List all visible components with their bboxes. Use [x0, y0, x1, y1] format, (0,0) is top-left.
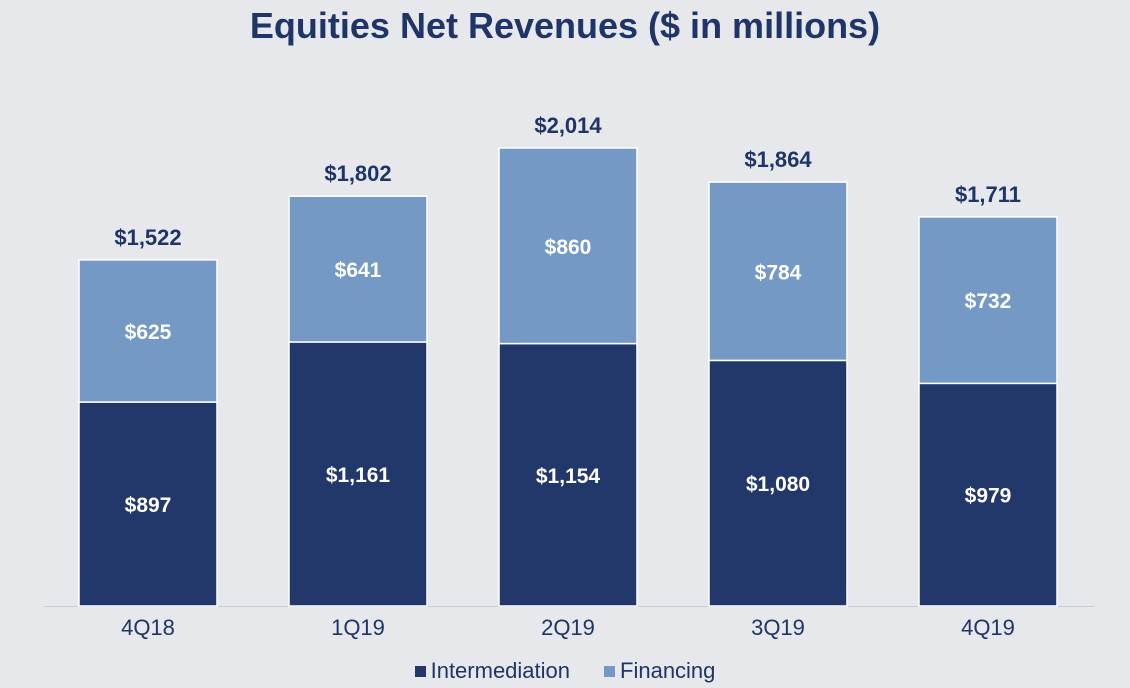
chart-title: Equities Net Revenues ($ in millions): [249, 5, 881, 46]
intermediation-label-3q19: $1,080: [746, 473, 810, 496]
legend: Intermediation Financing: [0, 657, 1130, 685]
intermediation-label-1q19: $1,161: [326, 464, 391, 487]
total-label-4q18: $1,522: [114, 225, 181, 250]
intermediation-label-4q19: $979: [965, 485, 1012, 508]
total-label-4q19: $1,711: [955, 182, 1021, 207]
legend-item-financing: Financing: [604, 657, 715, 685]
financing-label-4q19: $732: [965, 290, 1012, 313]
intermediation-bar-3q19: [708, 359, 848, 607]
intermediation-bar-4q18: [78, 401, 218, 607]
legend-swatch-intermediation: [414, 665, 426, 677]
financing-label-2q19: $860: [545, 236, 592, 259]
intermediation-label-4q18: $897: [125, 494, 172, 517]
legend-item-intermediation: Intermediation: [414, 657, 571, 685]
total-label-3q19: $1,864: [744, 147, 812, 172]
financing-label-4q18: $625: [125, 321, 172, 344]
x-tick-label-4q19: 4Q19: [961, 615, 1015, 640]
intermediation-label-2q19: $1,154: [536, 465, 601, 488]
x-tick-label-3q19: 3Q19: [751, 615, 805, 640]
financing-bar-2q19: [498, 147, 638, 345]
x-tick-label-4q18: 4Q18: [121, 615, 175, 640]
legend-label-intermediation: Intermediation: [430, 658, 571, 683]
financing-label-3q19: $784: [755, 261, 802, 284]
intermediation-bar-1q19: [288, 341, 428, 607]
financing-label-1q19: $641: [335, 259, 382, 282]
total-label-1q19: $1,802: [324, 161, 391, 186]
financing-bar-4q19: [918, 216, 1058, 385]
x-tick-label-1q19: 1Q19: [331, 615, 385, 640]
financing-bar-1q19: [288, 195, 428, 343]
x-tick-label-2q19: 2Q19: [541, 615, 595, 640]
intermediation-bar-2q19: [498, 342, 638, 607]
legend-label-financing: Financing: [620, 658, 716, 683]
financing-bar-3q19: [708, 181, 848, 362]
total-label-2q19: $2,014: [534, 113, 602, 138]
financing-bar-4q18: [78, 259, 218, 403]
intermediation-bar-4q19: [918, 382, 1058, 607]
legend-swatch-financing: [604, 665, 616, 677]
